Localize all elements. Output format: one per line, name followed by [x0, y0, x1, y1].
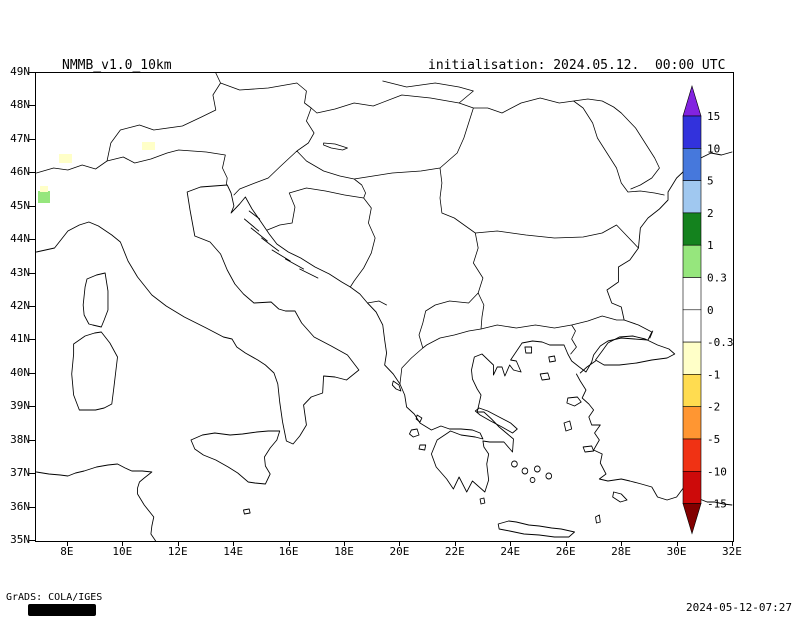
colorbar-tick-label: 10	[707, 142, 720, 155]
model-name: NMMB_v1.0_10km	[62, 58, 172, 73]
island-corsica	[82, 272, 109, 328]
lat-tick-label: 49N	[10, 65, 30, 78]
lat-tick-label: 38N	[10, 432, 30, 446]
lon-tick-label: 26E	[555, 545, 576, 558]
lon-tick-label: 28E	[611, 545, 632, 558]
lat-tick-label: 43N	[10, 265, 30, 279]
cyclades-islands	[511, 460, 553, 483]
colorbar-segment	[682, 406, 702, 440]
snow-patch-layer	[38, 142, 155, 203]
lon-tick-label: 14E	[223, 545, 244, 558]
colorbar-tick-label: -0.3	[707, 336, 733, 349]
colorbar-top-triangle	[682, 84, 702, 117]
lat-tick-label: 37N	[10, 466, 30, 480]
colorbar-bottom-triangle	[682, 503, 702, 535]
lat-tick-label: 45N	[10, 198, 30, 212]
lon-tick-label: 10E	[112, 545, 133, 558]
dalmatian-islands	[243, 210, 319, 279]
lon-tick-label: 32E	[722, 545, 742, 558]
colorbar-tick-label: -10	[707, 465, 727, 478]
lat-tick-label: 42N	[10, 299, 30, 312]
lat-tick-label: 36N	[10, 499, 30, 513]
snow-patch	[59, 154, 72, 163]
colorbar-tick-label: -1	[707, 368, 720, 381]
colorbar-svg: 15 10 5 2 1 0.3 0 -0.3 -1 -2 -5 -10 -15	[682, 84, 733, 535]
lon-tick-label: 16E	[278, 545, 299, 558]
colorbar-segment	[682, 374, 702, 407]
island-sardinia	[71, 331, 118, 411]
map-svg	[36, 73, 733, 541]
colorbar-segment	[682, 148, 702, 181]
creation-timestamp: 2024-05-12-07:27	[686, 601, 792, 614]
lon-tick-label: 30E	[666, 545, 687, 558]
lat-tick-label: 46N	[10, 165, 30, 179]
lat-tick-label: 44N	[10, 232, 30, 246]
colorbar-segment	[682, 341, 702, 375]
colorbar-segment	[682, 244, 702, 278]
coastline-marmara	[579, 330, 676, 374]
snow-patch	[40, 186, 48, 192]
map-frame: 15 10 5 2 1 0.3 0 -0.3 -1 -2 -5 -10 -15	[35, 72, 734, 542]
island-sicily	[190, 430, 281, 485]
colorbar-tick-label: 0.3	[707, 272, 727, 285]
colorbar-segment	[682, 180, 702, 214]
lat-tick-label: 39N	[10, 399, 30, 413]
init-line: initialisation: 2024.05.12. 00:00 UTC	[428, 58, 726, 73]
colorbar-tick-label: 0	[707, 304, 714, 317]
colorbar-segment	[682, 277, 702, 311]
colorbar-tick-label: 15	[707, 110, 720, 123]
snow-patch	[142, 142, 155, 150]
colorbar-tick-label: 1	[707, 239, 714, 252]
aegean-ionian-islands	[391, 346, 628, 524]
lon-tick-label: 12E	[167, 545, 188, 558]
coastline-mainland	[36, 151, 733, 493]
lat-tick-label: 35N	[10, 533, 30, 546]
island-malta	[243, 508, 251, 515]
colorbar-tick-label: 5	[707, 175, 714, 188]
colorbar-segment	[682, 309, 702, 343]
coastline-tunisia	[36, 463, 157, 541]
country-borders	[36, 73, 665, 385]
colorbar-segment	[682, 438, 702, 472]
lon-tick-label: 22E	[444, 545, 465, 558]
grads-credit: GrADS: COLA/IGES	[6, 592, 103, 603]
lat-tick-label: 40N	[10, 365, 30, 379]
colorbar-tick-label: -15	[707, 498, 727, 511]
lat-tick-label: 48N	[10, 98, 30, 112]
lon-tick-label: 24E	[500, 545, 521, 558]
lat-tick-label: 41N	[10, 332, 30, 346]
lon-tick-label: 8E	[60, 545, 74, 558]
colorbar-tick-label: -5	[707, 433, 720, 446]
colorbar-segment	[682, 115, 702, 149]
lat-tick-label: 47N	[10, 131, 30, 145]
snow-patch	[38, 191, 50, 203]
grads-logo-box	[28, 604, 96, 616]
colorbar-segment	[682, 212, 702, 246]
lon-tick-label: 20E	[389, 545, 410, 558]
colorbar-tick-label: 2	[707, 207, 714, 220]
colorbar-segment	[682, 470, 702, 504]
lon-tick-label: 18E	[334, 545, 354, 558]
colorbar-tick-label: -2	[707, 401, 720, 414]
island-crete	[497, 520, 575, 538]
